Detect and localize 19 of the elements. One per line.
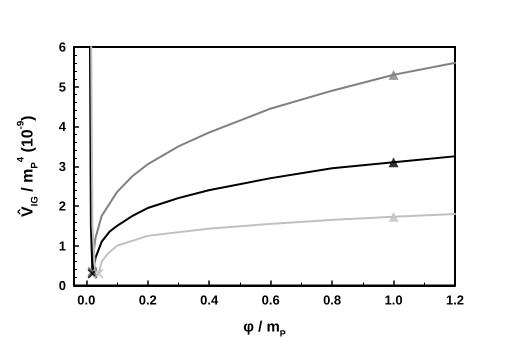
y-tick-label: 3 <box>58 158 66 174</box>
y-tick-label: 0 <box>58 278 66 293</box>
y-tick-label: 6 <box>58 40 66 54</box>
x-tick-label: 1.0 <box>384 292 403 308</box>
y-axis-title: V̂IG / mP4 (10-9) <box>16 115 40 218</box>
y-tick-label: 1 <box>58 238 66 254</box>
point <box>388 212 399 222</box>
x-tick-label: 0.4 <box>200 292 219 308</box>
x-tick-label: 0.2 <box>138 292 157 308</box>
x-tick-label: 0.0 <box>77 292 96 308</box>
point <box>94 268 104 279</box>
y-tick-label: 4 <box>58 119 67 134</box>
x-tick-label: 0.8 <box>323 292 342 308</box>
y-tick-label: 2 <box>58 198 66 214</box>
point <box>388 70 399 80</box>
x-tick-label: 0.6 <box>262 292 280 308</box>
y-tick-label: 5 <box>58 79 66 94</box>
point <box>388 157 399 168</box>
x-tick-label: 1.2 <box>446 292 464 308</box>
